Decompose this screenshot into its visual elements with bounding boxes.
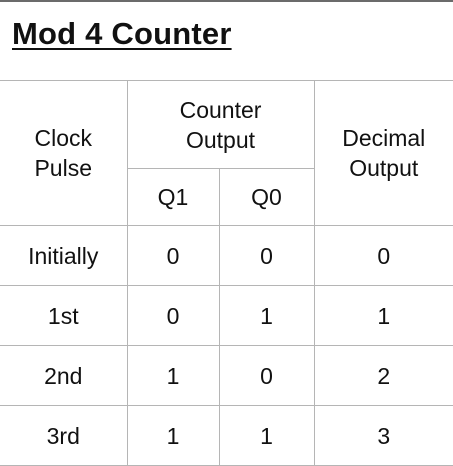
cell-pulse: 2nd (0, 345, 128, 406)
table-row: 3rd 1 1 3 (0, 405, 453, 466)
table-row: Initially 0 0 0 (0, 225, 453, 286)
cell-decimal: 1 (313, 285, 453, 346)
cell-q1: 0 (126, 285, 220, 346)
cell-q0: 0 (218, 225, 315, 286)
cell-q1: 1 (126, 345, 220, 406)
header-decimal-output: Decimal Output (313, 80, 453, 226)
header-counter-line2: Output (185, 126, 256, 153)
top-rule (0, 0, 453, 2)
header-counter-line1: Counter (179, 96, 262, 123)
header-clock-line2: Pulse (34, 155, 93, 181)
cell-q0: 0 (218, 345, 315, 406)
truth-table: Clock Pulse Counter Output Decimal Outpu… (0, 80, 453, 466)
cell-q1: 0 (126, 225, 220, 286)
cell-pulse: 1st (0, 285, 128, 346)
header-decimal-line2: Output (349, 155, 419, 181)
cell-q1: 1 (126, 405, 220, 466)
page-title: Mod 4 Counter (12, 16, 232, 51)
cell-decimal: 0 (313, 225, 453, 286)
table-row: 1st 0 1 1 (0, 285, 453, 346)
header-clock-pulse: Clock Pulse (0, 80, 128, 226)
header-row-2: Q1 Q0 (0, 168, 453, 226)
header-clock-line1: Clock (34, 125, 92, 151)
header-q0: Q0 (218, 168, 315, 226)
table-row: 2nd 1 0 2 (0, 345, 453, 406)
cell-q0: 1 (218, 285, 315, 346)
header-counter-output: Counter Output (126, 80, 315, 169)
cell-q0: 1 (218, 405, 315, 466)
cell-decimal: 2 (313, 345, 453, 406)
cell-pulse: 3rd (0, 405, 128, 466)
cell-pulse: Initially (0, 225, 128, 286)
header-row-1: Clock Pulse Counter Output Decimal Outpu… (0, 80, 453, 226)
header-decimal-line1: Decimal (342, 125, 426, 151)
header-q1: Q1 (127, 168, 220, 226)
cell-decimal: 3 (313, 405, 453, 466)
